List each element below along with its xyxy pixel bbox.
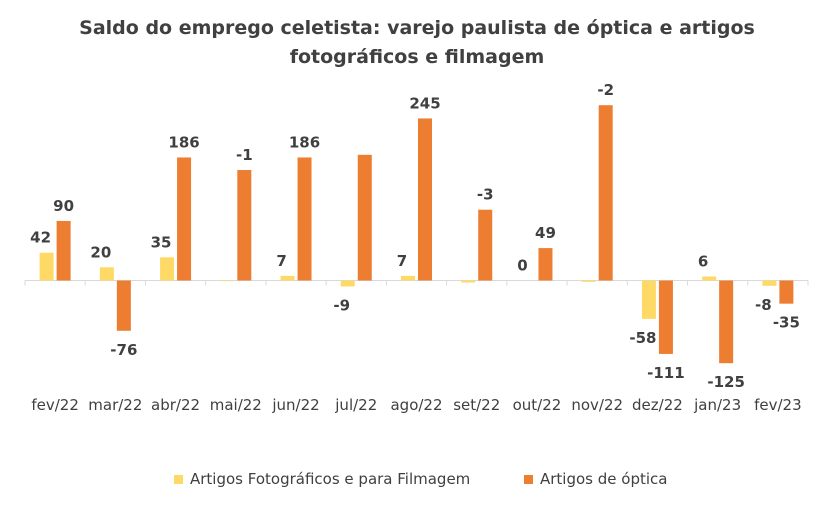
data-label-optica: -76 — [110, 341, 137, 359]
bar-fotograficos — [702, 276, 717, 281]
data-label-optica: 186 — [289, 133, 320, 151]
x-tick-label: out/22 — [513, 396, 562, 414]
data-label-fotograficos: 35 — [151, 233, 172, 251]
legend-swatch-optica — [524, 474, 533, 484]
bar-optica — [658, 280, 673, 354]
bar-optica — [418, 118, 432, 281]
x-tick-label: jul/22 — [334, 396, 377, 414]
bar-optica — [598, 105, 613, 281]
data-label-optica: 90 — [53, 197, 74, 215]
bar-fotograficos — [461, 280, 476, 283]
bar-fotograficos — [220, 280, 235, 282]
legend-label-optica: Artigos de óptica — [540, 470, 668, 488]
x-tick-label: dez/22 — [632, 396, 683, 414]
x-tick-label: nov/22 — [571, 396, 623, 414]
legend-label-fotograficos: Artigos Fotográficos e para Filmagem — [190, 470, 471, 488]
data-label-fotograficos: -58 — [629, 329, 656, 347]
bar-optica — [779, 280, 794, 304]
data-label-optica: 49 — [535, 224, 556, 242]
data-label-optica: -111 — [647, 364, 685, 382]
bar-fotograficos — [641, 280, 656, 319]
data-label-fotograficos: 42 — [30, 229, 51, 247]
x-tick-label: fev/23 — [754, 396, 802, 414]
chart-legend: Artigos Fotográficos e para Filmagem Art… — [0, 470, 834, 492]
bar-fotograficos — [99, 267, 114, 281]
data-label-optica: -125 — [707, 373, 745, 391]
bar-fotograficos — [340, 280, 355, 287]
x-tick-label: jan/23 — [693, 396, 741, 414]
bar-fotograficos — [762, 280, 777, 286]
legend-swatch-fotograficos — [174, 474, 183, 484]
bar-optica — [237, 170, 252, 281]
bar-fotograficos — [401, 275, 415, 281]
x-tick-label: set/22 — [453, 396, 500, 414]
x-tick-label: jun/22 — [271, 396, 319, 414]
bar-optica — [297, 157, 312, 281]
bar-optica — [478, 209, 493, 281]
data-label-optica: -35 — [773, 314, 800, 332]
x-tick-label: mai/22 — [210, 396, 262, 414]
legend-item-fotograficos: Artigos Fotográficos e para Filmagem — [174, 470, 470, 488]
bar-fotograficos — [160, 257, 175, 281]
data-label-fotograficos: 7 — [397, 252, 407, 270]
data-label-optica: -1 — [236, 146, 253, 164]
bar-fotograficos — [581, 280, 596, 282]
chart-title: Saldo do emprego celetista: varejo pauli… — [0, 14, 834, 72]
x-tick-label: ago/22 — [390, 396, 442, 414]
x-tick-label: mar/22 — [88, 396, 142, 414]
bar-optica — [538, 248, 553, 281]
data-label-fotograficos: 7 — [276, 252, 286, 270]
chart-title-line-2: fotográficos e filmagem — [289, 46, 545, 68]
data-label-fotograficos: 6 — [698, 253, 708, 271]
bar-optica — [177, 157, 192, 281]
data-label-fotograficos: -9 — [333, 296, 350, 314]
data-label-fotograficos: -8 — [755, 296, 772, 314]
data-label-optica: -3 — [477, 186, 494, 204]
bar-optica — [56, 220, 71, 281]
data-label-fotograficos: 20 — [90, 243, 111, 261]
bar-optica — [719, 280, 734, 364]
bar-fotograficos — [39, 252, 54, 281]
data-label-optica: -2 — [597, 81, 614, 99]
data-label-optica: 245 — [409, 94, 440, 112]
legend-item-optica: Artigos de óptica — [524, 470, 667, 488]
data-label-optica: 186 — [168, 133, 199, 151]
x-tick-label: abr/22 — [151, 396, 200, 414]
bar-fotograficos — [280, 275, 295, 281]
chart-title-line-1: Saldo do emprego celetista: varejo pauli… — [79, 17, 755, 39]
bar-optica — [116, 280, 131, 331]
data-label-fotograficos: 0 — [517, 257, 527, 275]
x-tick-label: fev/22 — [31, 396, 79, 414]
bar-optica — [357, 154, 372, 281]
